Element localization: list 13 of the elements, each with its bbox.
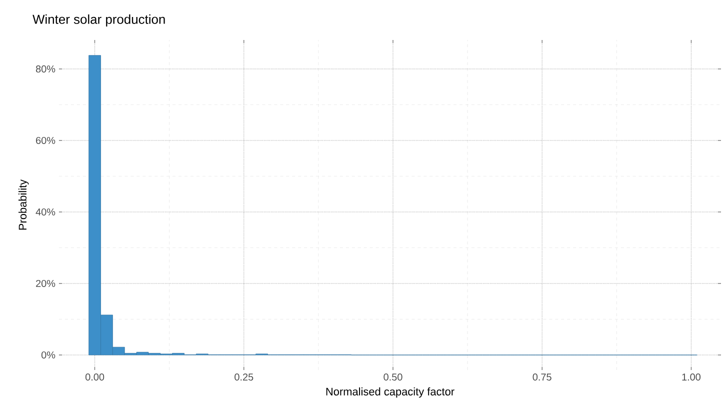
y-tick-label: 0% [41, 351, 56, 359]
x-tick-label: 0.00 [85, 374, 104, 381]
x-tick-label: 0.25 [234, 374, 254, 381]
x-axis-title: Normalised capacity factor [326, 387, 454, 398]
y-axis-title: Probability [18, 179, 29, 230]
y-tick-label: 80% [36, 65, 56, 72]
y-tick-label: 40% [36, 208, 56, 216]
x-tick-label: 0.75 [532, 374, 552, 381]
x-tick-label: 0.50 [384, 374, 402, 381]
y-tick-label: 20% [36, 280, 56, 287]
chart-title: Winter solar production [32, 14, 165, 26]
y-tick-label: 60% [36, 136, 56, 144]
x-tick-label: 1.00 [682, 374, 700, 381]
